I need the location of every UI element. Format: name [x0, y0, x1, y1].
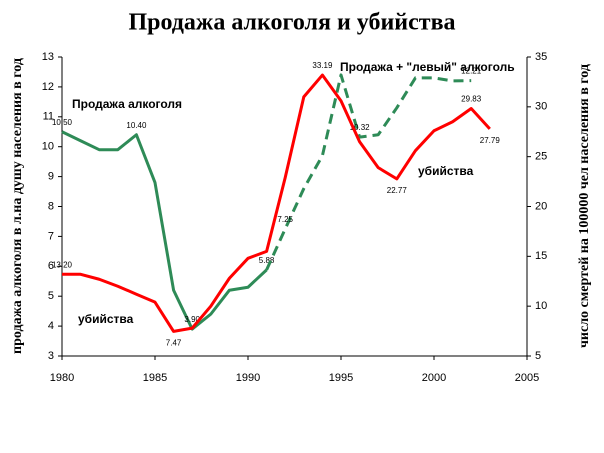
- value-label: 7.25: [277, 215, 293, 224]
- value-label: 33.19: [312, 61, 333, 70]
- annotation: убийства: [418, 164, 474, 178]
- y-tick-label: 3: [48, 350, 54, 362]
- y-tick-label: 5: [48, 290, 54, 302]
- value-label: 27.79: [480, 136, 501, 145]
- value-label: 10.40: [126, 121, 147, 130]
- y-axis-label: продажа алкоголя в л.на душу населения в…: [10, 58, 25, 354]
- x-tick-label: 1985: [143, 372, 167, 384]
- y2-tick-label: 20: [535, 200, 547, 212]
- y2-tick-label: 10: [535, 300, 547, 312]
- series-name: Продажа алкоголя: [72, 97, 182, 111]
- series-line: [61, 130, 268, 331]
- value-label: 29.83: [461, 95, 482, 104]
- y-tick-label: 11: [43, 111, 54, 123]
- y-tick-label: 7: [48, 230, 54, 242]
- series-name: Продажа + "левый" алкоголь: [340, 60, 515, 74]
- y2-axis-label: число смертей на 100000 чел населения в …: [577, 64, 592, 348]
- y-tick-label: 12: [42, 81, 54, 93]
- y2-tick-label: 25: [535, 151, 547, 163]
- y2-tick-label: 35: [535, 51, 547, 63]
- y-tick-label: 8: [48, 200, 54, 212]
- series-name: убийства: [78, 312, 134, 326]
- chart-title: Продажа алкоголя и убийства: [128, 10, 455, 36]
- y-tick-label: 13: [42, 51, 54, 63]
- x-tick-label: 1990: [236, 372, 260, 384]
- y-tick-label: 4: [48, 320, 54, 332]
- value-label: 10.50: [52, 118, 73, 127]
- x-tick-label: 2005: [515, 372, 539, 384]
- y2-tick-label: 15: [535, 250, 547, 262]
- value-label: 22.77: [387, 186, 408, 195]
- x-tick-label: 2000: [422, 372, 446, 384]
- value-label: 7.47: [166, 338, 182, 347]
- series-line: [265, 73, 472, 271]
- y2-tick-label: 30: [535, 101, 547, 113]
- y-tick-label: 9: [48, 171, 54, 183]
- y-tick-label: 10: [42, 141, 54, 153]
- value-label: 10.32: [350, 123, 371, 132]
- value-label: 13.20: [52, 260, 73, 269]
- x-tick-label: 1995: [329, 372, 353, 384]
- y2-tick-label: 5: [535, 350, 541, 362]
- value-label: 5.88: [259, 256, 275, 265]
- x-tick-label: 1980: [50, 372, 74, 384]
- value-label: 12.21: [461, 67, 482, 76]
- value-label: 3.90: [184, 315, 200, 324]
- y-tick-label: 6: [48, 260, 54, 272]
- series-line: [62, 73, 491, 333]
